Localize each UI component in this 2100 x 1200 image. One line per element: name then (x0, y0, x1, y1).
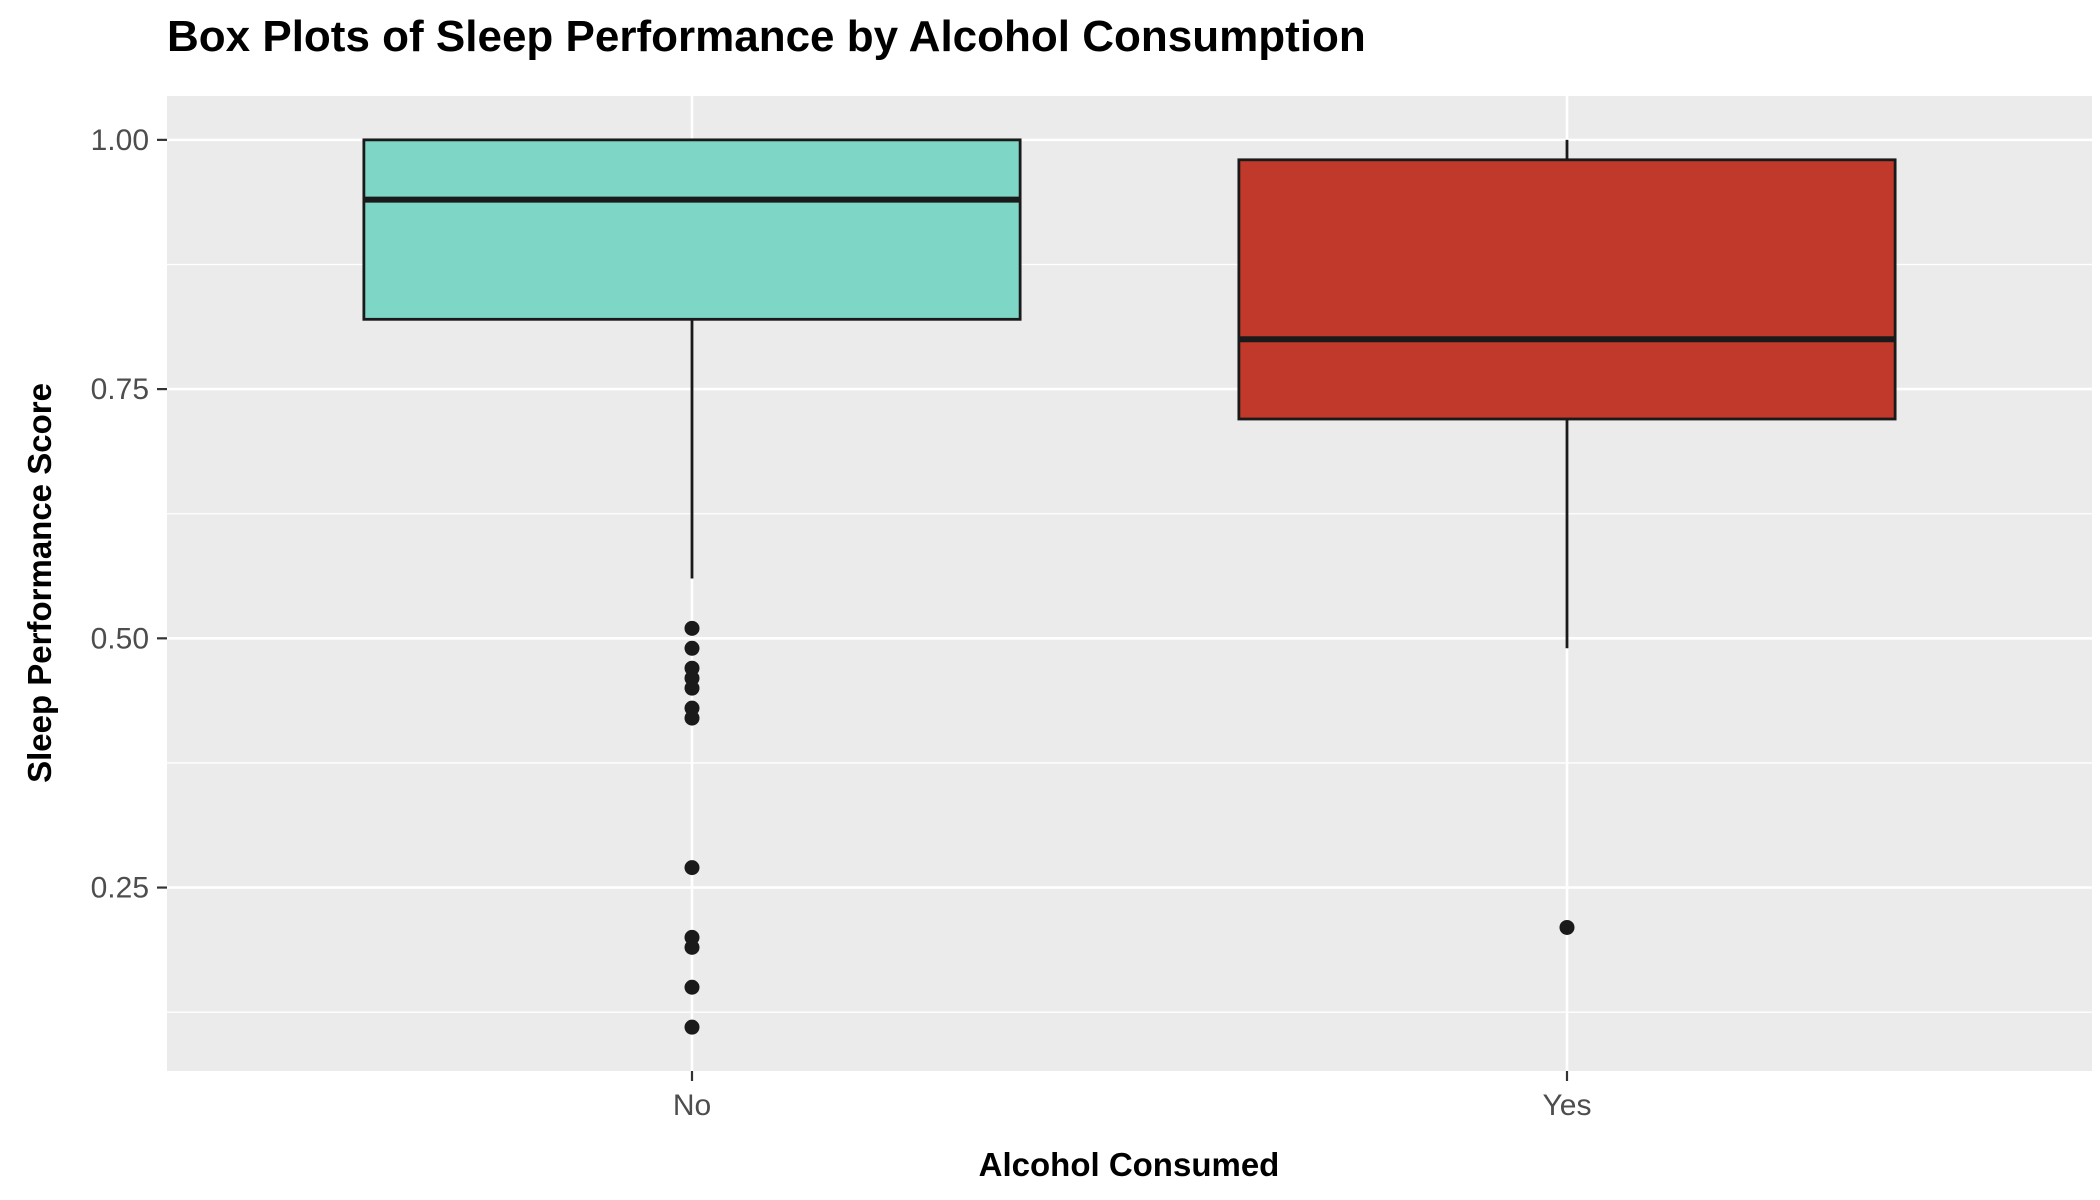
chart-title: Box Plots of Sleep Performance by Alcoho… (167, 12, 1366, 61)
outlier-point-no (684, 640, 700, 656)
outlier-point-yes (1559, 919, 1575, 935)
y-tick-label: 0.50 (91, 622, 149, 655)
outlier-point-no (684, 1019, 700, 1035)
outlier-point-no (684, 979, 700, 995)
y-tick-label: 0.75 (91, 373, 149, 406)
y-tick-label: 0.25 (91, 872, 149, 905)
y-tick-label: 1.00 (91, 124, 149, 157)
x-tick-label: No (673, 1089, 711, 1122)
box-no (362, 138, 1022, 321)
outlier-point-no (684, 939, 700, 955)
outlier-point-no (684, 710, 700, 726)
x-tick-label: Yes (1543, 1089, 1592, 1122)
x-axis-title: Alcohol Consumed (978, 1146, 1280, 1183)
box-yes (1237, 158, 1897, 421)
outlier-point-no (684, 860, 700, 876)
outlier-point-no (684, 620, 700, 636)
outlier-point-no (684, 680, 700, 696)
